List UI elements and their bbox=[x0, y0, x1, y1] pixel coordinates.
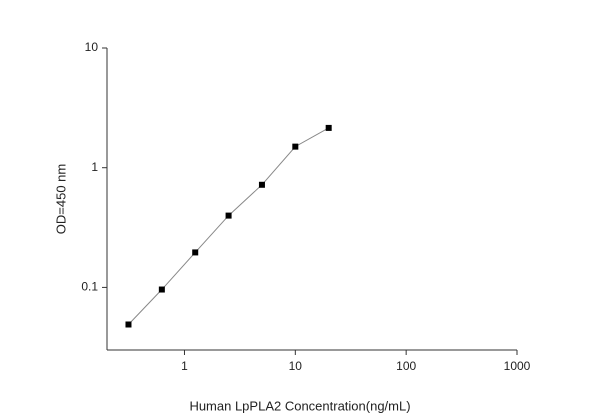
marker bbox=[292, 143, 299, 150]
x-tick-label: 10 bbox=[289, 359, 303, 373]
x-tick-label: 100 bbox=[396, 359, 416, 373]
marker bbox=[225, 212, 232, 219]
marker bbox=[258, 181, 265, 188]
y-axis-label: OD=450 nm bbox=[53, 164, 68, 234]
marker bbox=[158, 286, 165, 293]
y-tick-label: 10 bbox=[85, 40, 99, 54]
x-axis-label: Human LpPLA2 Concentration(ng/mL) bbox=[189, 398, 410, 413]
x-tick-label: 1000 bbox=[504, 359, 531, 373]
series-line bbox=[128, 127, 329, 325]
marker bbox=[325, 124, 332, 131]
x-tick-label: 1 bbox=[181, 359, 188, 373]
y-tick-label: 1 bbox=[91, 160, 98, 174]
y-tick-label: 0.1 bbox=[81, 280, 98, 294]
marker bbox=[125, 321, 132, 328]
marker bbox=[192, 249, 199, 256]
